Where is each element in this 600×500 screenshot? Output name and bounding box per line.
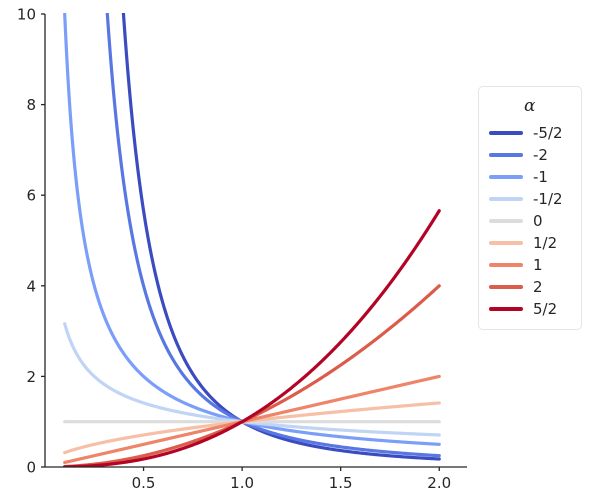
- legend-item-label: 2: [533, 277, 543, 296]
- legend-item[interactable]: 1: [489, 254, 571, 276]
- series-line: [63, 374, 441, 465]
- series-line: [63, 13, 441, 446]
- legend-color-swatch: [489, 219, 523, 223]
- legend-color-swatch: [489, 307, 523, 311]
- legend-color-swatch: [489, 197, 523, 201]
- axes-group: [41, 13, 467, 471]
- legend-item[interactable]: 1/2: [489, 232, 571, 254]
- curves-group: [63, 13, 441, 467]
- x-tick-label: 0.5: [132, 474, 156, 492]
- legend-item-label: -2: [533, 145, 548, 164]
- y-tick-label: 8: [26, 96, 36, 114]
- legend-item[interactable]: -1/2: [489, 188, 571, 210]
- legend-item[interactable]: -1: [489, 166, 571, 188]
- legend-color-swatch: [489, 263, 523, 267]
- legend-item-label: 5/2: [533, 299, 558, 318]
- y-tick-label: 4: [26, 277, 36, 295]
- legend-title: α: [524, 96, 536, 116]
- legend-box: α -5/2 -2 -1 -1/2 0 1/2 1 2 5/2: [478, 86, 582, 330]
- legend-color-swatch: [489, 241, 523, 245]
- legend-item-label: 1: [533, 255, 543, 274]
- tick-labels-group: 0 2 4 6 8 10 0.5 1.0 1.5 2.0: [17, 6, 451, 493]
- legend-color-swatch: [489, 131, 523, 135]
- x-tick-label: 1.5: [329, 474, 353, 492]
- legend-item-label: -5/2: [533, 123, 563, 142]
- y-tick-label: 2: [26, 368, 36, 386]
- series-line: [63, 209, 441, 467]
- legend-item-label: 1/2: [533, 233, 558, 252]
- legend-color-swatch: [489, 175, 523, 179]
- legend-item[interactable]: 2: [489, 276, 571, 298]
- legend-item[interactable]: 5/2: [489, 298, 571, 320]
- legend-item[interactable]: -5/2: [489, 122, 571, 144]
- legend-item[interactable]: 0: [489, 210, 571, 232]
- series-line: [105, 13, 441, 458]
- y-tick-label: 10: [17, 6, 36, 24]
- legend-item-label: -1: [533, 167, 548, 186]
- legend-color-swatch: [489, 285, 523, 289]
- y-tick-label: 0: [26, 459, 36, 477]
- legend-item-label: -1/2: [533, 189, 563, 208]
- series-line: [121, 13, 441, 461]
- legend-color-swatch: [489, 153, 523, 157]
- legend-item-label: 0: [533, 211, 543, 230]
- x-tick-label: 1.0: [230, 474, 254, 492]
- legend-item[interactable]: -2: [489, 144, 571, 166]
- x-tick-label: 2.0: [427, 474, 451, 492]
- legend-items: -5/2 -2 -1 -1/2 0 1/2 1 2 5/2: [489, 122, 571, 320]
- y-tick-label: 6: [26, 187, 36, 205]
